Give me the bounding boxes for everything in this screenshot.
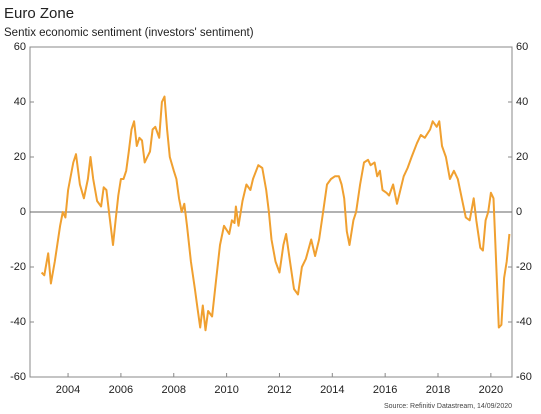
x-tick-label: 2012 xyxy=(267,384,291,396)
y-tick-label: 20 xyxy=(14,151,26,163)
x-tick-label: 2018 xyxy=(426,384,450,396)
y2-tick-label: -40 xyxy=(516,316,532,328)
y2-tick-label: 20 xyxy=(516,151,528,163)
y2-tick-label: 0 xyxy=(516,206,522,218)
x-tick-label: 2016 xyxy=(373,384,397,396)
y-tick-label: -40 xyxy=(10,316,26,328)
y-tick-label: -60 xyxy=(10,371,26,383)
data-line xyxy=(40,95,511,332)
y2-tick-label: -20 xyxy=(516,261,532,273)
x-tick-label: 2010 xyxy=(214,384,238,396)
source-note: Source: Refinitiv Datastream, 14/09/2020 xyxy=(384,403,512,410)
y2-tick-label: 40 xyxy=(516,96,528,108)
chart-subtitle: Sentix economic sentiment (investors' se… xyxy=(4,27,254,39)
y-tick-label: 40 xyxy=(14,96,26,108)
y2-tick-label: 60 xyxy=(516,41,528,53)
chart-title: Euro Zone xyxy=(4,5,74,22)
x-tick-label: 2020 xyxy=(479,384,503,396)
x-tick-label: 2008 xyxy=(162,384,186,396)
x-tick-label: 2014 xyxy=(320,384,344,396)
x-tick-label: 2004 xyxy=(56,384,80,396)
y-tick-label: -20 xyxy=(10,261,26,273)
x-tick-label: 2006 xyxy=(109,384,133,396)
y-tick-label: 0 xyxy=(20,206,26,218)
y2-tick-label: -60 xyxy=(516,371,532,383)
y-tick-label: 60 xyxy=(14,41,26,53)
